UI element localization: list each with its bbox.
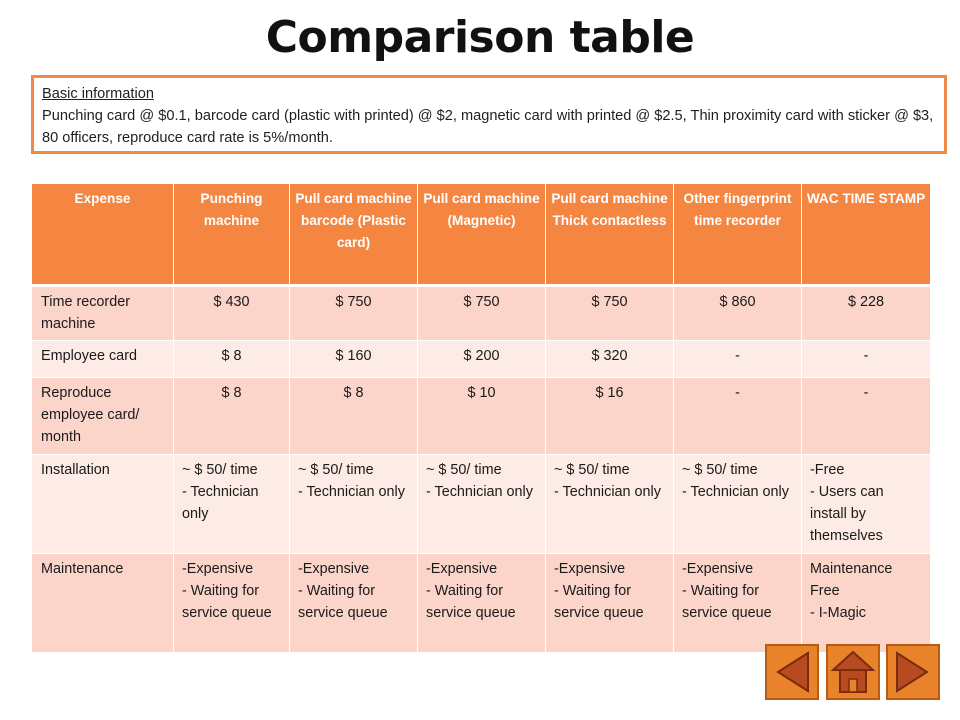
table-cell: -Expensive - Waiting for service queue [173, 553, 290, 653]
header-wac-time-stamp: WAC TIME STAMP [801, 184, 931, 287]
table-cell: $ 750 [289, 285, 418, 341]
arrow-left-icon [776, 651, 809, 693]
table-cell: ~ $ 50/ time - Technician only [417, 454, 546, 554]
table-cell: -Expensive - Waiting for service queue [673, 553, 802, 653]
table-cell: $ 750 [545, 285, 674, 341]
prev-slide-button[interactable] [765, 644, 819, 700]
table-cell: $ 8 [173, 377, 290, 455]
header-expense: Expense [31, 184, 174, 287]
row-label: Employee card [31, 340, 174, 378]
table-row: Maintenance -Expensive - Waiting for ser… [31, 553, 931, 653]
header-pull-card-contactless: Pull card machine Thick contactless [545, 184, 674, 287]
comparison-table: Expense Punching machine Pull card machi… [31, 184, 931, 653]
table-cell: - [673, 377, 802, 455]
table-cell: ~ $ 50/ time - Technician only [289, 454, 418, 554]
table-row: Employee card $ 8 $ 160 $ 200 $ 320 - - [31, 340, 931, 378]
table-cell: $ 8 [173, 340, 290, 378]
table-row: Installation ~ $ 50/ time - Technician o… [31, 454, 931, 554]
table-cell: -Free - Users can install by themselves [801, 454, 931, 554]
table-cell: $ 320 [545, 340, 674, 378]
basic-info-text: Punching card @ $0.1, barcode card (plas… [42, 108, 934, 146]
row-label: Reproduce employee card/ month [31, 377, 174, 455]
basic-info-box: Basic information Punching card @ $0.1, … [31, 75, 947, 154]
table-header-row: Expense Punching machine Pull card machi… [31, 184, 931, 287]
row-label: Maintenance [31, 553, 174, 653]
table-cell: $ 16 [545, 377, 674, 455]
table-cell: - [673, 340, 802, 378]
row-label: Installation [31, 454, 174, 554]
next-slide-button[interactable] [886, 644, 940, 700]
header-pull-card-barcode: Pull card machine barcode (Plastic card) [289, 184, 418, 287]
arrow-right-icon [896, 651, 929, 693]
table-cell: -Expensive - Waiting for service queue [545, 553, 674, 653]
header-fingerprint-recorder: Other fingerprint time recorder [673, 184, 802, 287]
table-cell: - [801, 377, 931, 455]
table-cell: $ 860 [673, 285, 802, 341]
table-row: Reproduce employee card/ month $ 8 $ 8 $… [31, 377, 931, 455]
table-cell: $ 10 [417, 377, 546, 455]
table-cell: ~ $ 50/ time - Technician only [545, 454, 674, 554]
page-title: Comparison table [265, 12, 695, 63]
header-punching-machine: Punching machine [173, 184, 290, 287]
table-cell: Maintenance Free - I-Magic [801, 553, 931, 653]
table-cell: ~ $ 50/ time - Technician only [173, 454, 290, 554]
table-cell: $ 8 [289, 377, 418, 455]
home-icon [830, 650, 876, 693]
basic-info-heading: Basic information [42, 86, 154, 102]
table-row: Time recorder machine $ 430 $ 750 $ 750 … [31, 285, 931, 341]
table-cell: $ 430 [173, 285, 290, 341]
table-cell: $ 160 [289, 340, 418, 378]
table-cell: $ 200 [417, 340, 546, 378]
row-label: Time recorder machine [31, 285, 174, 341]
table-cell: -Expensive - Waiting for service queue [289, 553, 418, 653]
table-cell: - [801, 340, 931, 378]
table-cell: -Expensive - Waiting for service queue [417, 553, 546, 653]
table-cell: $ 750 [417, 285, 546, 341]
table-cell: ~ $ 50/ time - Technician only [673, 454, 802, 554]
table-cell: $ 228 [801, 285, 931, 341]
header-pull-card-magnetic: Pull card machine (Magnetic) [417, 184, 546, 287]
home-button[interactable] [826, 644, 880, 700]
